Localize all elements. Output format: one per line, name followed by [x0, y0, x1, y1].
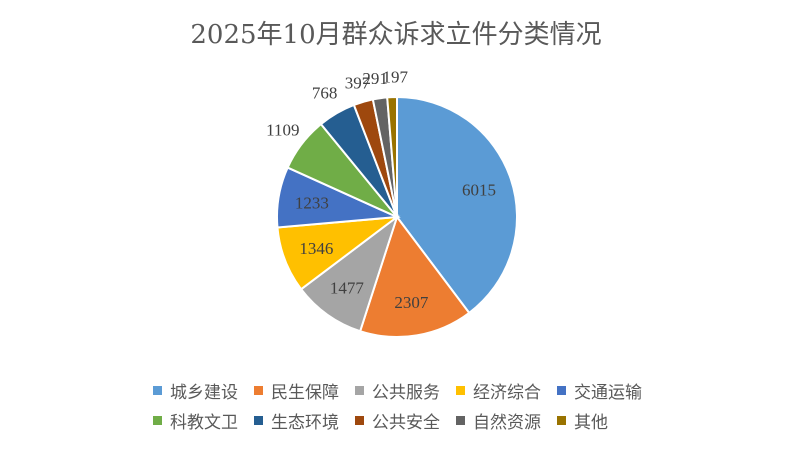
legend-label: 其他 — [574, 413, 608, 433]
legend-item: 科教文卫 — [153, 408, 238, 433]
legend-label: 城乡建设 — [170, 383, 238, 403]
pie-slice-1 — [396, 95, 518, 315]
legend-label: 经济综合 — [473, 383, 541, 403]
legend-swatch — [456, 386, 465, 395]
legend-swatch — [355, 416, 364, 425]
legend-swatch — [254, 386, 263, 395]
legend-swatch — [153, 386, 162, 395]
legend-swatch — [456, 416, 465, 425]
legend-item: 公共安全 — [355, 408, 440, 433]
legend-label: 生态环境 — [271, 413, 339, 433]
legend-swatch — [557, 386, 566, 395]
legend-item: 城乡建设 — [153, 378, 238, 403]
legend-swatch — [153, 416, 162, 425]
chart-title: 2025年10月群众诉求立件分类情况 — [190, 20, 602, 50]
legend-item: 自然资源 — [456, 408, 541, 433]
legend-label: 科教文卫 — [170, 413, 238, 433]
legend-label: 公共安全 — [372, 413, 440, 433]
legend-item: 经济综合 — [456, 378, 541, 403]
legend-swatch — [254, 416, 263, 425]
legend-label: 交通运输 — [574, 383, 642, 403]
legend-label: 公共服务 — [372, 383, 440, 403]
data-label-8: 397 — [345, 73, 371, 92]
data-label-3: 1477 — [330, 278, 365, 297]
legend-label: 民生保障 — [271, 383, 339, 403]
legend-swatch — [557, 416, 566, 425]
pie-slice-10 — [386, 95, 398, 218]
data-label-7: 768 — [312, 84, 338, 103]
data-label-2: 2307 — [394, 293, 429, 312]
data-label-9: 291 — [362, 69, 388, 88]
legend-item: 公共服务 — [355, 378, 440, 403]
legend-item: 民生保障 — [254, 378, 339, 403]
legend-item: 其他 — [557, 408, 608, 433]
legend-label: 自然资源 — [473, 413, 541, 433]
data-label-1: 6015 — [462, 181, 496, 200]
data-label-10: 197 — [383, 68, 409, 87]
pie-slice-3 — [299, 214, 399, 333]
legend-item: 交通运输 — [557, 378, 642, 403]
data-label-5: 1233 — [295, 193, 329, 212]
data-label-6: 1109 — [266, 120, 299, 139]
legend-item: 生态环境 — [254, 408, 339, 433]
legend-swatch — [355, 386, 364, 395]
data-label-4: 1346 — [299, 239, 333, 258]
